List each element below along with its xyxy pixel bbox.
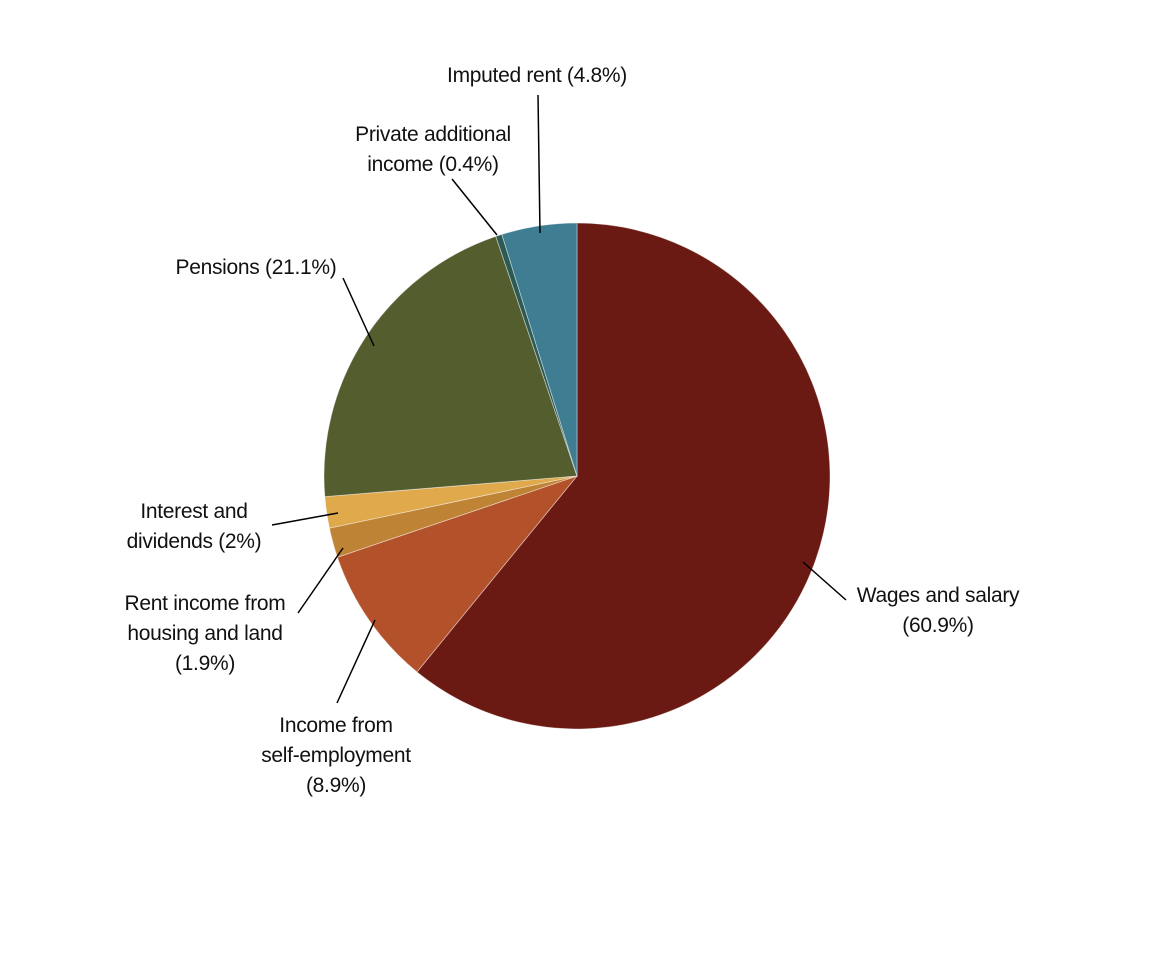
leader-line-pensions: [342, 277, 375, 347]
leader-line-rent_income: [297, 547, 344, 614]
pie-slice-imputed_rent: [501, 222, 578, 477]
leader-line-private_additional: [451, 178, 498, 236]
pie-slice-pensions: [323, 235, 578, 498]
leader-line-interest_dividends: [271, 512, 339, 526]
pie-slice-self_employment: [336, 475, 578, 673]
leader-line-self_employment: [336, 619, 376, 704]
leader-line-wages: [802, 561, 847, 601]
pie-slice-wages: [416, 222, 831, 730]
leader-line-imputed_rent: [537, 94, 541, 234]
